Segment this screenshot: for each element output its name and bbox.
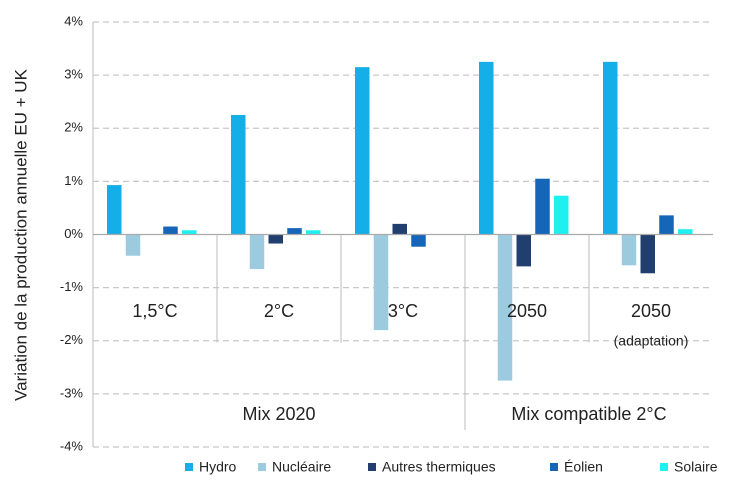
bar	[411, 234, 426, 247]
bar	[603, 61, 618, 235]
bar	[287, 228, 302, 235]
bar	[497, 234, 513, 381]
bar	[535, 178, 550, 235]
group-label: Mix compatible 2°C	[511, 404, 666, 424]
legend-label: Hydro	[199, 459, 237, 475]
bar	[268, 234, 283, 244]
bar	[678, 229, 693, 235]
legend-label: Autres thermiques	[382, 459, 496, 475]
legend-swatch	[660, 463, 668, 471]
x-tick-label: 3°C	[388, 301, 418, 321]
x-tick-label: 2050	[507, 301, 547, 321]
bar	[306, 230, 321, 235]
x-tick-label: 2°C	[264, 301, 294, 321]
group-label: Mix 2020	[242, 404, 315, 424]
y-tick-label: 0%	[64, 226, 83, 241]
bar	[659, 215, 674, 235]
x-tick-label: 1,5°C	[132, 301, 177, 321]
category-note: (adaptation)	[614, 333, 689, 349]
bar	[163, 226, 178, 235]
bar	[107, 185, 122, 235]
bar	[621, 234, 637, 266]
bar	[125, 234, 141, 256]
bar	[479, 61, 494, 235]
legend-swatch	[550, 463, 558, 471]
y-axis-label: Variation de la production annuelle EU +…	[11, 68, 30, 401]
legend-label: Nucléaire	[272, 459, 331, 475]
legend-swatch	[368, 463, 376, 471]
bar	[249, 234, 265, 270]
x-tick-label: 2050	[631, 301, 671, 321]
bar	[516, 234, 531, 267]
y-tick-label: 2%	[64, 120, 83, 135]
legend-swatch	[258, 463, 266, 471]
y-tick-label: -1%	[60, 279, 84, 294]
y-tick-label: -2%	[60, 332, 84, 347]
y-tick-label: 1%	[64, 173, 83, 188]
bar	[182, 230, 197, 235]
bar	[373, 234, 389, 331]
legend-label: Éolien	[564, 459, 603, 475]
y-tick-label: -4%	[60, 438, 84, 453]
legend-swatch	[185, 463, 193, 471]
bar	[355, 67, 370, 235]
bar	[392, 223, 407, 235]
y-tick-label: 4%	[64, 13, 83, 28]
bar	[554, 195, 569, 235]
legend-label: Solaire	[674, 459, 718, 475]
y-tick-label: -3%	[60, 385, 84, 400]
bar	[640, 234, 655, 274]
y-tick-label: 3%	[64, 67, 83, 82]
bar	[231, 114, 246, 235]
